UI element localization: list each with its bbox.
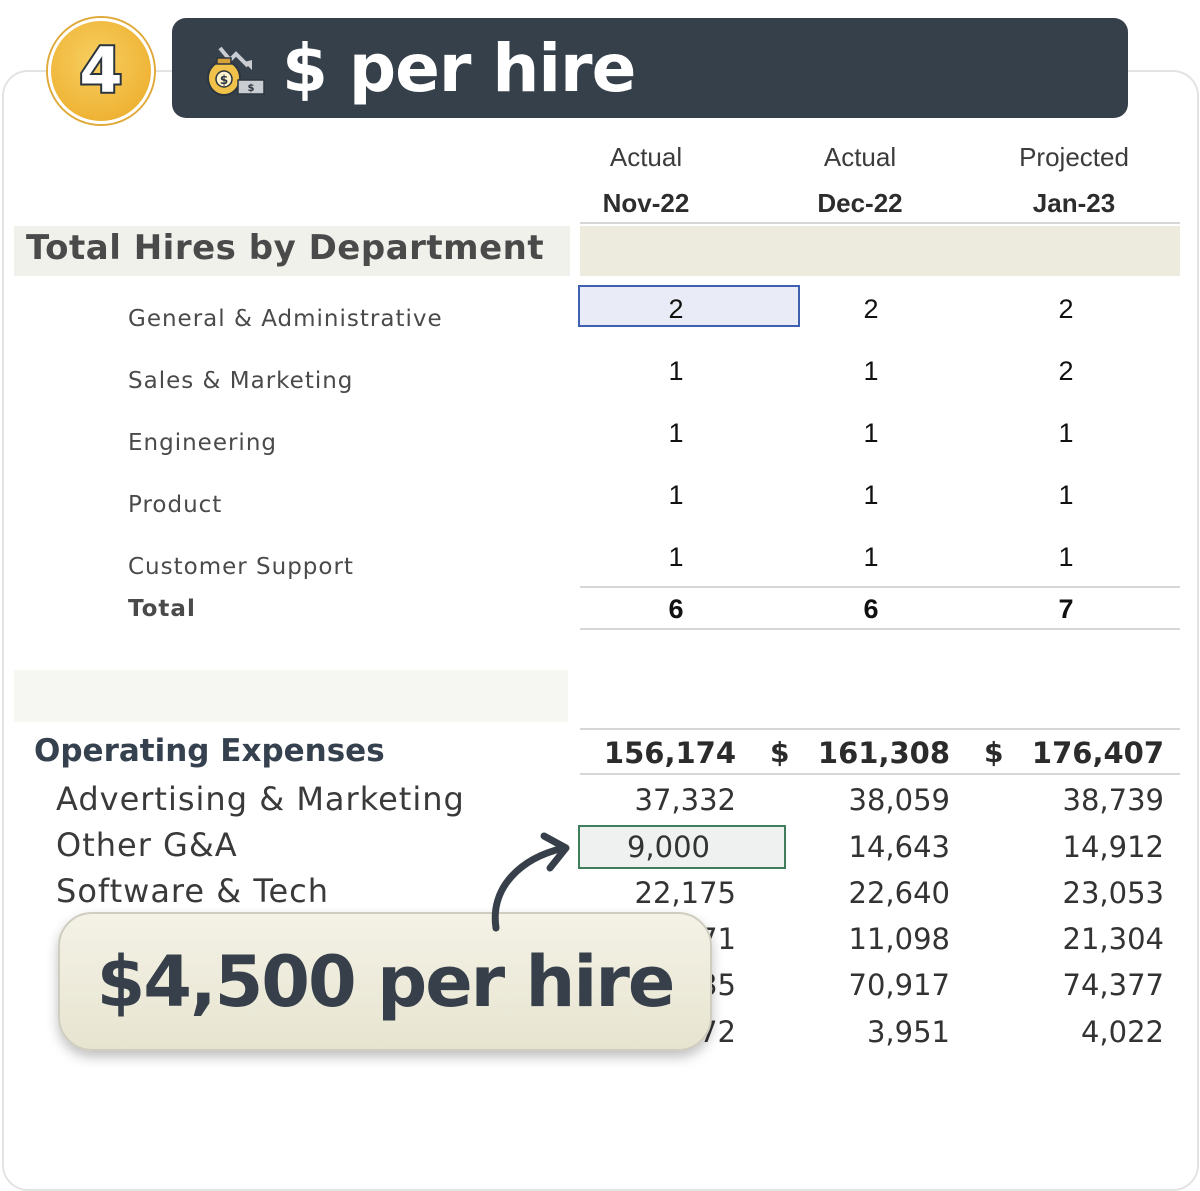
hires-cell[interactable]: 2 — [1058, 294, 1074, 324]
curved-arrow-icon — [491, 832, 570, 932]
svg-text:$: $ — [220, 73, 228, 87]
dept-label: Product — [128, 492, 223, 518]
opex-row-label: Other G&A — [56, 826, 238, 864]
hires-cell[interactable]: 2 — [863, 294, 879, 324]
total-label: Total — [128, 596, 196, 622]
opex-cell[interactable]: 37,332 — [634, 783, 736, 817]
hires-cell[interactable]: 1 — [668, 542, 684, 572]
col-period-3: Jan-23 — [1032, 188, 1116, 218]
total-cell[interactable]: 7 — [1058, 594, 1074, 624]
total-divider-top — [580, 586, 1180, 588]
currency-symbol: $ — [770, 736, 790, 769]
money-bag-icon: $ $ — [207, 46, 265, 96]
hires-cell[interactable]: 2 — [1058, 356, 1074, 386]
opex-total-cell[interactable]: 176,407 — [1031, 736, 1164, 770]
total-cell[interactable]: 6 — [863, 594, 879, 624]
opex-cell[interactable]: 74,377 — [1062, 968, 1164, 1002]
hires-cell[interactable]: 2 — [668, 294, 684, 324]
hires-cell[interactable]: 1 — [668, 356, 684, 386]
dept-label: Engineering — [128, 430, 277, 456]
opex-cell[interactable]: 9,000 — [626, 830, 710, 864]
opex-cell[interactable]: 38,059 — [848, 783, 950, 817]
opex-divider-top — [580, 728, 1180, 730]
title-bar: $ $ $ per hire — [172, 18, 1128, 118]
opex-cell[interactable]: 4,022 — [1080, 1015, 1164, 1049]
opex-cell[interactable]: 3,951 — [866, 1015, 950, 1049]
hires-cell[interactable]: 1 — [668, 418, 684, 448]
hires-cell[interactable]: 1 — [863, 418, 879, 448]
svg-text:$: $ — [248, 83, 255, 94]
total-divider-bottom — [580, 628, 1180, 630]
hires-cell[interactable]: 1 — [1058, 418, 1074, 448]
opex-title: Operating Expenses — [34, 733, 385, 769]
hires-cell[interactable]: 1 — [863, 542, 879, 572]
opex-cell[interactable]: 23,053 — [1062, 876, 1164, 910]
opex-divider-bottom — [580, 773, 1180, 775]
dept-label: General & Administrative — [128, 306, 443, 332]
col-status-3: Projected — [1019, 142, 1129, 172]
opex-cell[interactable]: 22,175 — [634, 876, 736, 910]
hires-cell[interactable]: 1 — [1058, 542, 1074, 572]
spacer-band — [14, 670, 568, 722]
callout-text: $4,500 per hire — [96, 940, 676, 1023]
dept-label: Customer Support — [128, 554, 354, 580]
step-number: 4 — [77, 34, 124, 107]
total-cell[interactable]: 6 — [668, 594, 684, 624]
opex-cell[interactable]: 14,643 — [848, 830, 950, 864]
opex-cell[interactable]: 70,917 — [848, 968, 950, 1002]
col-period-2: Dec-22 — [817, 188, 903, 218]
callout-box: $4,500 per hire — [58, 912, 712, 1051]
hires-section-title: Total Hires by Department — [26, 228, 545, 268]
opex-cell[interactable]: 38,739 — [1062, 783, 1164, 817]
section-band — [14, 226, 570, 276]
opex-cell[interactable]: 21,304 — [1062, 922, 1164, 956]
hires-cell[interactable]: 1 — [668, 480, 684, 510]
col-status-2: Actual — [823, 142, 897, 172]
hires-cell[interactable]: 1 — [863, 480, 879, 510]
header-divider — [580, 222, 1180, 224]
dept-label: Sales & Marketing — [128, 368, 354, 394]
selected-cell[interactable] — [578, 285, 800, 327]
step-badge: 4 — [48, 18, 154, 124]
opex-row-label: Software & Tech — [56, 872, 330, 910]
col-status-1: Actual — [609, 142, 683, 172]
currency-symbol: $ — [984, 736, 1004, 769]
page-title: $ per hire — [282, 29, 636, 107]
highlighted-cell[interactable] — [578, 825, 786, 869]
opex-total-cell[interactable]: 156,174 — [603, 736, 736, 770]
section-band-values — [580, 226, 1180, 276]
opex-total-cell[interactable]: 161,308 — [817, 736, 950, 770]
opex-cell[interactable]: 11,098 — [848, 922, 950, 956]
opex-row-label: Advertising & Marketing — [56, 780, 465, 818]
opex-cell[interactable]: 22,640 — [848, 876, 950, 910]
hires-cell[interactable]: 1 — [1058, 480, 1074, 510]
col-period-1: Nov-22 — [602, 188, 690, 218]
hires-cell[interactable]: 1 — [863, 356, 879, 386]
opex-cell[interactable]: 14,912 — [1062, 830, 1164, 864]
